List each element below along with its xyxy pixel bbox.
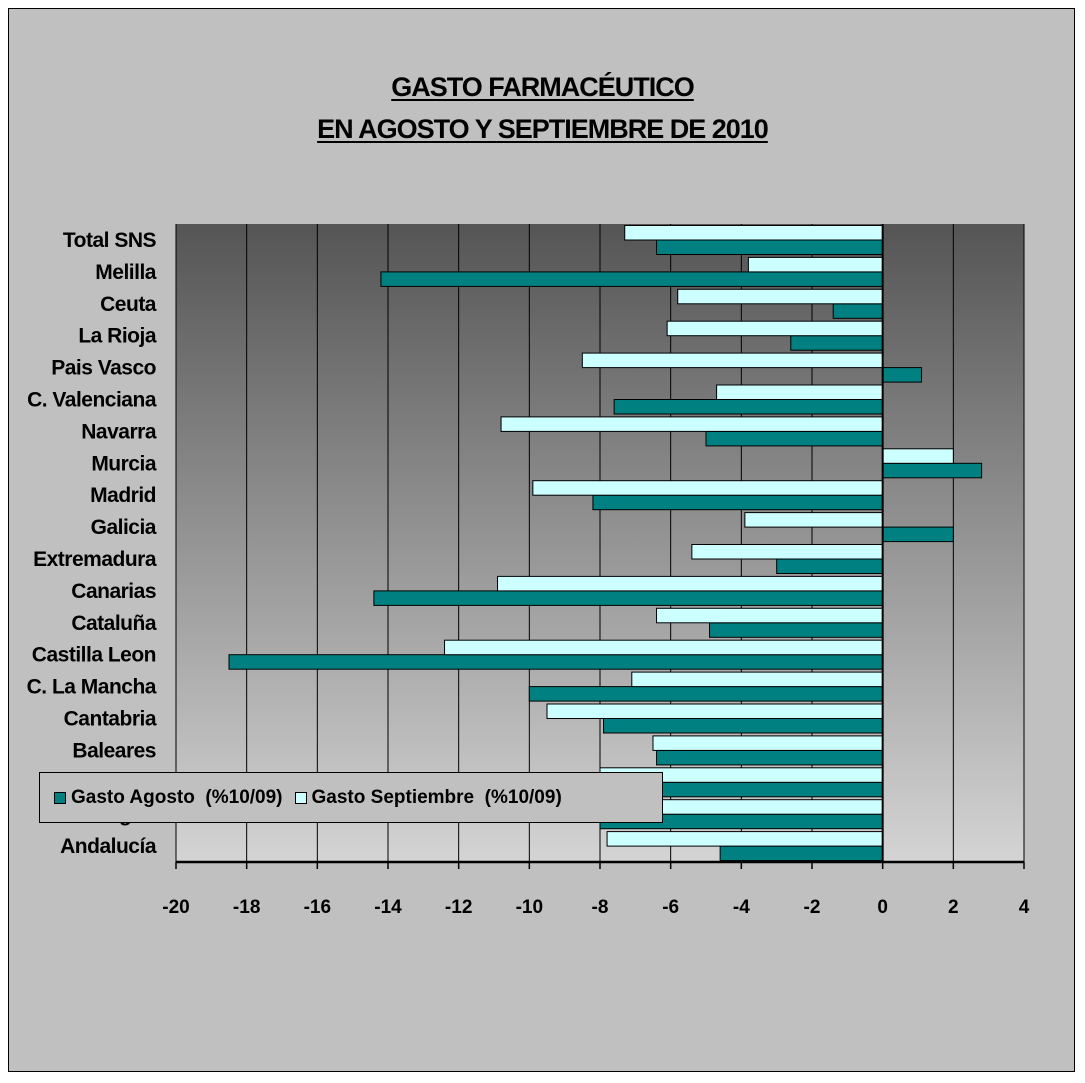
legend-item-agosto: Gasto Agosto (%10/09) bbox=[54, 787, 283, 809]
category-label: Pais Vasco bbox=[51, 357, 156, 380]
category-label: Cataluña bbox=[71, 612, 157, 635]
bar-agosto bbox=[528, 686, 884, 702]
legend-swatch-septiembre bbox=[294, 791, 307, 804]
category-label: Navarra bbox=[81, 420, 157, 443]
bar-agosto bbox=[709, 622, 884, 638]
x-tick-label: -18 bbox=[233, 897, 260, 918]
bar-agosto bbox=[592, 494, 884, 511]
category-label: Andalucía bbox=[60, 835, 157, 858]
legend-swatch-agosto bbox=[54, 791, 66, 804]
tick-labels: -20 -18 -16 -14 -12 -10 -8 -6 -4 -2 0 2 4 bbox=[162, 897, 1029, 918]
bar-septiembre bbox=[716, 384, 884, 400]
x-tick-label: 4 bbox=[1019, 897, 1030, 918]
bar-agosto bbox=[790, 335, 884, 351]
grid-lines bbox=[175, 224, 1025, 862]
category-label: Galicia bbox=[91, 516, 157, 539]
bar-agosto bbox=[832, 303, 884, 319]
x-tick-label: -10 bbox=[516, 897, 543, 918]
x-tick-label: -2 bbox=[804, 897, 821, 918]
bar-agosto bbox=[776, 558, 884, 574]
category-label: C. Valenciana bbox=[27, 388, 157, 411]
x-tick-label: -12 bbox=[445, 897, 472, 918]
bar-septiembre bbox=[631, 671, 884, 688]
legend-label-agosto: Gasto Agosto (%10/09) bbox=[71, 786, 283, 808]
bar-septiembre bbox=[581, 352, 884, 369]
bar-agosto bbox=[882, 462, 983, 479]
bar-septiembre bbox=[624, 225, 884, 241]
bar-agosto bbox=[380, 271, 884, 287]
bar-agosto bbox=[719, 845, 884, 862]
chart-title-line-1: GASTO FARMACÉUTICO bbox=[391, 72, 695, 102]
x-tick-label: -6 bbox=[662, 897, 679, 918]
bar-agosto bbox=[882, 367, 923, 383]
x-tick-label: -8 bbox=[592, 897, 609, 918]
category-label: Madrid bbox=[90, 484, 156, 507]
bar-agosto bbox=[705, 430, 884, 447]
category-label: Baleares bbox=[72, 739, 156, 762]
x-tick-label: 0 bbox=[877, 897, 888, 918]
bar-agosto bbox=[603, 718, 884, 734]
category-label: Melilla bbox=[95, 261, 157, 284]
bar-septiembre bbox=[666, 320, 884, 337]
category-label: C. La Mancha bbox=[27, 676, 157, 699]
x-tick-label: -20 bbox=[162, 897, 189, 918]
bar-septiembre bbox=[882, 448, 954, 464]
bar-septiembre bbox=[500, 416, 884, 432]
axes bbox=[175, 224, 1025, 869]
category-labels: Total SNS Melilla Ceuta La Rioja Pais Vasco C… bbox=[27, 229, 158, 858]
bar-agosto bbox=[228, 654, 884, 670]
x-tick-label: -14 bbox=[374, 897, 402, 918]
bar-agosto bbox=[656, 239, 884, 255]
category-label: Canarias bbox=[71, 580, 156, 603]
bar-septiembre bbox=[532, 480, 884, 496]
bar-agosto bbox=[882, 526, 954, 543]
bar-septiembre bbox=[691, 544, 884, 560]
x-tick-label: 2 bbox=[948, 897, 959, 918]
bars bbox=[228, 225, 983, 862]
bar-septiembre bbox=[444, 639, 884, 656]
bar-septiembre bbox=[744, 512, 884, 528]
legend-label-septiembre: Gasto Septiembre (%10/09) bbox=[311, 786, 562, 808]
category-label: Castilla Leon bbox=[32, 644, 156, 667]
bar-septiembre bbox=[656, 607, 884, 624]
bar-agosto bbox=[613, 399, 884, 415]
bar-agosto bbox=[373, 590, 884, 606]
x-tick-label: -16 bbox=[304, 897, 331, 918]
category-label: La Rioja bbox=[78, 325, 157, 348]
bar-septiembre bbox=[677, 288, 884, 305]
x-tick-label: -4 bbox=[733, 897, 750, 918]
bar-septiembre bbox=[652, 735, 884, 751]
bar-septiembre bbox=[747, 256, 884, 273]
bar-septiembre bbox=[606, 831, 884, 847]
chart-title-line-2: EN AGOSTO Y SEPTIEMBRE DE 2010 bbox=[317, 114, 769, 144]
category-label: Extremadura bbox=[33, 548, 157, 571]
bar-septiembre bbox=[546, 703, 884, 719]
legend: Gasto Agosto (%10/09) Gasto Septiembre (… bbox=[39, 772, 663, 823]
category-label: Murcia bbox=[91, 452, 157, 475]
bar-septiembre bbox=[497, 575, 884, 592]
category-label: Total SNS bbox=[63, 229, 157, 252]
bar-agosto bbox=[656, 749, 884, 766]
legend-item-septiembre: Gasto Septiembre (%10/09) bbox=[294, 786, 562, 809]
category-label: Ceuta bbox=[100, 293, 157, 316]
category-label: Cantabria bbox=[64, 707, 157, 730]
